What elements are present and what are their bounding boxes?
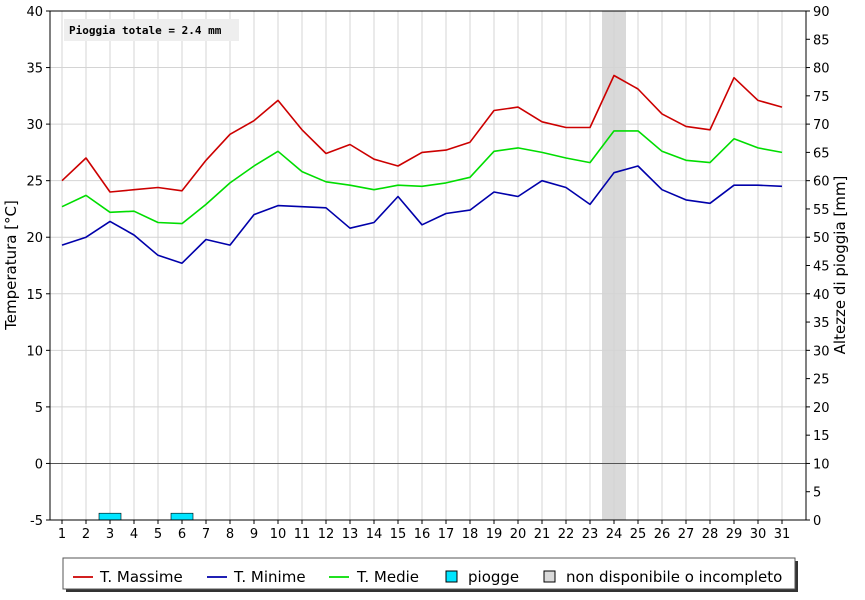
x-tick-label: 21: [534, 527, 551, 542]
y-tick-label: 0: [35, 457, 43, 472]
annotation-box: Pioggia totale = 2.4 mm: [64, 19, 239, 41]
y2-tick-label: 80: [813, 62, 830, 77]
y-tick-label: 20: [26, 231, 43, 246]
legend-swatch-rain: [445, 570, 458, 583]
y2-tick-label: 0: [813, 514, 821, 529]
x-tick-label: 10: [270, 527, 287, 542]
y2-tick-label: 65: [813, 146, 830, 161]
x-tick-label: 4: [130, 527, 138, 542]
x-tick-label: 5: [154, 527, 162, 542]
x-tick-label: 29: [726, 527, 743, 542]
y2-tick-label: 30: [813, 344, 830, 359]
annotation-background: [64, 19, 239, 41]
x-tick-label: 9: [250, 527, 258, 542]
x-tick-label: 6: [178, 527, 186, 542]
series-line-min: [61, 165, 783, 265]
y-tick-label: 30: [26, 118, 43, 133]
y2-tick-label: 10: [813, 457, 830, 472]
x-tick-label: 24: [606, 527, 623, 542]
x-tick-label: 11: [294, 527, 311, 542]
y2-tick-label: 90: [813, 5, 830, 20]
y-tick-label: 5: [35, 401, 43, 416]
legend-box: [62, 557, 796, 590]
x-tick-label: 8: [226, 527, 234, 542]
tick-labels: -505101520253035400510152025303540455055…: [26, 5, 829, 542]
x-tick-label: 2: [82, 527, 90, 542]
x-tick-label: 31: [774, 527, 791, 542]
y-tick-label: 40: [26, 5, 43, 20]
y2-tick-label: 75: [813, 90, 830, 105]
y2-tick-label: 25: [813, 373, 830, 388]
series-line-avg: [61, 130, 783, 225]
legend: T. Massime T. Minime T. Medie piogge non…: [62, 557, 798, 592]
x-tick-label: 26: [654, 527, 671, 542]
x-tick-label: 16: [414, 527, 431, 542]
y-axis-title: Temperatura [°C]: [2, 200, 20, 331]
y2-tick-label: 5: [813, 486, 821, 501]
y-tick-label: 10: [26, 344, 43, 359]
rain-bar-day-3: [98, 512, 122, 521]
x-tick-label: 1: [58, 527, 66, 542]
y2-tick-label: 60: [813, 175, 830, 190]
axes: [46, 10, 810, 524]
legend-swatch-unavailable: [543, 570, 556, 583]
y-tick-label: 15: [26, 288, 43, 303]
legend-label-min: T. Minime: [233, 568, 306, 586]
y2-tick-label: 50: [813, 231, 830, 246]
rain-total-annotation: Pioggia totale = 2.4 mm: [69, 24, 222, 37]
y-tick-label: 35: [26, 62, 43, 77]
x-tick-label: 18: [462, 527, 479, 542]
y2-tick-label: 40: [813, 288, 830, 303]
y2-tick-label: 20: [813, 401, 830, 416]
x-tick-label: 3: [106, 527, 114, 542]
x-tick-label: 27: [678, 527, 695, 542]
x-tick-label: 12: [318, 527, 335, 542]
x-tick-label: 25: [630, 527, 647, 542]
x-tick-label: 23: [582, 527, 599, 542]
y2-tick-label: 85: [813, 33, 830, 48]
series-line-max: [61, 74, 783, 193]
x-tick-label: 7: [202, 527, 210, 542]
x-tick-label: 15: [390, 527, 407, 542]
legend-label-max: T. Massime: [99, 568, 183, 586]
y2-axis-title: Altezze di pioggia [mm]: [831, 176, 849, 355]
legend-label-avg: T. Medie: [356, 568, 419, 586]
x-tick-label: 19: [486, 527, 503, 542]
y2-tick-label: 15: [813, 429, 830, 444]
y-tick-label: 25: [26, 175, 43, 190]
series-lines: [61, 74, 783, 265]
rain-bar-day-6: [170, 512, 194, 521]
x-tick-label: 20: [510, 527, 527, 542]
x-tick-label: 14: [366, 527, 383, 542]
y-tick-label: -5: [30, 514, 43, 529]
x-tick-label: 22: [558, 527, 575, 542]
y2-tick-label: 55: [813, 203, 830, 218]
x-tick-label: 13: [342, 527, 359, 542]
legend-label-unavailable: non disponibile o incompleto: [566, 568, 782, 586]
y2-tick-label: 45: [813, 260, 830, 275]
x-tick-label: 30: [750, 527, 767, 542]
x-tick-label: 17: [438, 527, 455, 542]
y2-tick-label: 70: [813, 118, 830, 133]
y2-tick-label: 35: [813, 316, 830, 331]
legend-label-rain: piogge: [468, 568, 519, 586]
x-tick-label: 28: [702, 527, 719, 542]
